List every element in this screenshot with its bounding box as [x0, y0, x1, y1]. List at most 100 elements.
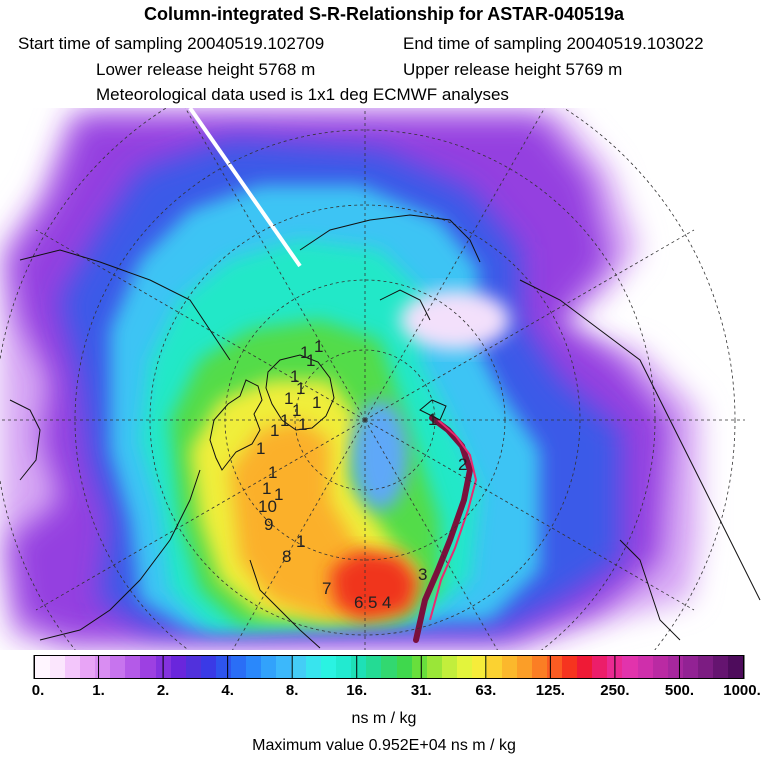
day-label: 3	[418, 565, 427, 584]
colorbar-swatch	[667, 656, 683, 678]
colorbar-swatch	[411, 656, 427, 678]
coastline-canada-arctic	[209, 379, 263, 471]
colorbar-swatch	[562, 656, 578, 678]
colorbar-swatch	[441, 656, 457, 678]
scattered-label: 1	[262, 479, 271, 498]
colorbar-swatch	[260, 656, 276, 678]
day-label: 8	[282, 547, 291, 566]
colorbar-swatch	[50, 656, 66, 678]
colorbar-swatch	[200, 656, 216, 678]
colorbar-swatch	[351, 656, 367, 678]
trajectory-scattered-labels: 1 1 1 1 1 1 1 1 1 1 1 1 1 1 1 1	[256, 337, 323, 551]
colorbar-swatch	[381, 656, 397, 678]
colorbar-tick-label: 125.	[535, 682, 565, 699]
latitude-circle	[149, 204, 581, 636]
colorbar	[34, 655, 744, 679]
scattered-label: 1	[290, 367, 299, 386]
colorbar-swatch	[366, 656, 382, 678]
colorbar-swatch	[712, 656, 728, 678]
aircraft-track-halo	[429, 419, 478, 621]
scattered-label: 1	[306, 351, 315, 370]
day-label: 7	[322, 579, 331, 598]
colorbar-swatch	[336, 656, 352, 678]
colorbar-tick-label: 31.	[410, 682, 432, 699]
coastlines	[9, 214, 761, 649]
colorbar-tick-label: 4.	[221, 682, 234, 699]
plot-title: Column-integrated S-R-Relationship for A…	[143, 4, 625, 24]
colorbar-swatch	[532, 656, 548, 678]
scattered-label: 1	[280, 411, 289, 430]
colorbar-tick-label: 1000.	[723, 682, 761, 699]
day-label: 6	[354, 593, 363, 612]
colorbar-swatch	[276, 656, 292, 678]
colorbar-swatch	[65, 656, 81, 678]
scattered-label: 1	[270, 421, 279, 440]
coastline-asia	[519, 279, 761, 601]
colorbar-swatch	[140, 656, 156, 678]
colorbar-swatch	[35, 656, 51, 678]
colorbar-swatch	[501, 656, 517, 678]
colorbar-tick-label: 1.	[92, 682, 105, 699]
colorbar-tick-label: 16.	[346, 682, 368, 699]
colorbar-swatch	[185, 656, 201, 678]
colorbar-swatch	[592, 656, 608, 678]
colorbar-swatch	[95, 656, 111, 678]
lower-release-height-label: Lower release height 5768 m	[96, 60, 316, 79]
colorbar-tick-label: 8.	[285, 682, 299, 699]
latitude-circle	[294, 349, 436, 491]
colorbar-swatch	[110, 656, 126, 678]
sensitivity-field	[0, 108, 700, 650]
field-void-east	[400, 290, 510, 350]
day-label: 5	[368, 593, 377, 612]
maximum-value-label: Maximum value 0.952E+04 ns m / kg	[252, 737, 516, 754]
coastline-svalbard	[419, 399, 447, 421]
start-time-label: Start time of sampling 20040519.102709	[18, 34, 325, 53]
colorbar-swatch	[607, 656, 623, 678]
colorbar-swatch	[652, 656, 668, 678]
colorbar-tick-label: 0.	[31, 682, 45, 699]
colorbar-swatch	[230, 656, 246, 678]
colorbar-swatch	[291, 656, 307, 678]
trajectory-day-labels: 10 9 8 7 6 5 4 3 2 1	[258, 410, 467, 612]
colorbar-swatch	[396, 656, 412, 678]
colorbar-swatch	[486, 656, 502, 678]
colorbar-swatch	[517, 656, 533, 678]
scattered-label: 1	[296, 379, 305, 398]
coastline-europe	[299, 214, 481, 321]
colorbar-units: ns m / kg	[351, 710, 417, 727]
colorbar-swatch	[306, 656, 322, 678]
field-layer-red	[330, 550, 420, 620]
colorbar-swatch	[471, 656, 487, 678]
scattered-label: 1	[312, 393, 321, 412]
day-label: 4	[382, 593, 391, 612]
scattered-label: 1	[292, 401, 301, 420]
day-label: 2	[458, 455, 467, 474]
field-void-center	[352, 400, 408, 510]
colorbar-swatch	[170, 656, 186, 678]
coastline-greenland	[265, 354, 335, 431]
colorbar-tick-label: 63.	[475, 682, 497, 699]
colorbar-swatch	[125, 656, 141, 678]
scattered-label: 1	[256, 439, 265, 458]
colorbar-swatch	[577, 656, 593, 678]
coastline-east	[619, 539, 681, 641]
upper-release-height-label: Upper release height 5769 m	[403, 60, 623, 79]
scattered-label: 1	[274, 485, 283, 504]
colorbar-swatch	[727, 656, 743, 678]
colorbar-swatch	[697, 656, 713, 678]
graticule	[0, 108, 745, 650]
meteorological-data-label: Meteorological data used is 1x1 deg ECMW…	[96, 85, 509, 104]
aircraft-track	[413, 415, 474, 643]
scattered-label: 1	[300, 343, 309, 362]
missing-data-streak	[188, 108, 302, 268]
colorbar-swatch	[80, 656, 96, 678]
coastline-north-america	[19, 249, 231, 641]
colorbar-tick-label: 2.	[156, 682, 170, 699]
polar-map: 10 9 8 7 6 5 4 3 2 1 1 1 1 1 1 1 1 1 1	[0, 108, 761, 650]
day-label: 1	[428, 410, 437, 429]
scattered-label: 1	[268, 463, 277, 482]
scattered-label: 1	[296, 532, 305, 551]
scattered-label: 1	[298, 415, 307, 434]
colorbar-swatch	[682, 656, 698, 678]
colorbar-swatch	[155, 656, 171, 678]
